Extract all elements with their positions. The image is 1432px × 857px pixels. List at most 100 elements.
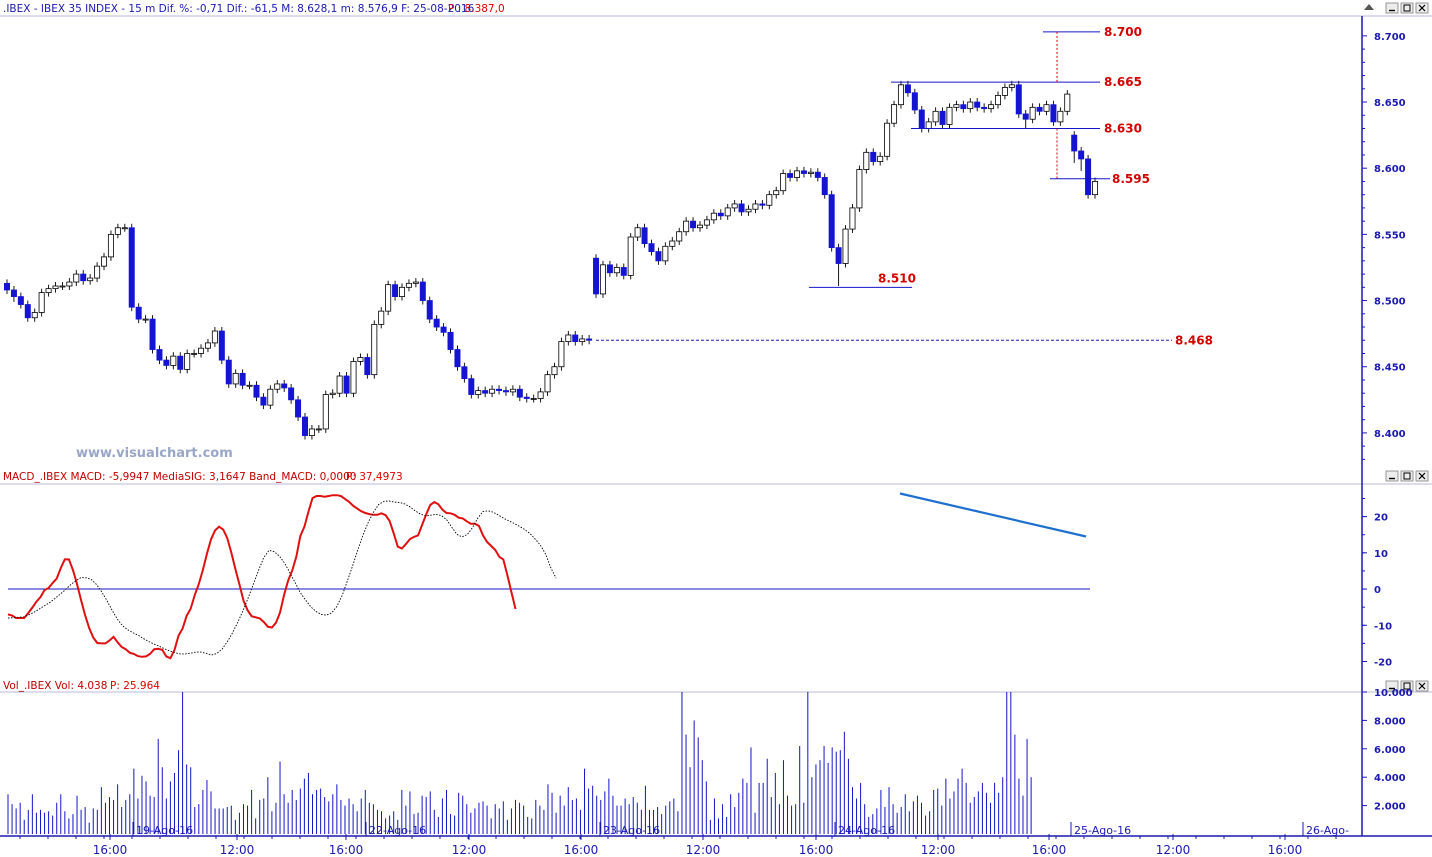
macd-tick-label: -20 — [1374, 658, 1392, 669]
maximize-button-frame[interactable] — [1400, 470, 1414, 482]
minimize-button-frame[interactable] — [1385, 680, 1399, 692]
candle-body — [73, 273, 80, 283]
minimize-button[interactable] — [1385, 2, 1399, 14]
candle-body — [967, 101, 974, 110]
candle-body — [870, 151, 877, 162]
date-label: 26-Ago- — [1306, 824, 1349, 837]
candle-body — [405, 282, 412, 288]
candle-body — [814, 171, 821, 178]
minimize-button[interactable] — [1385, 470, 1399, 482]
candle-body — [731, 203, 738, 209]
level-label: 8.665 — [1104, 75, 1142, 89]
candle-body — [620, 267, 627, 276]
maximize-button[interactable] — [1400, 470, 1414, 482]
time-label: 12:00 — [1156, 843, 1191, 857]
candle-body — [288, 387, 295, 401]
close-button[interactable] — [1415, 2, 1429, 14]
axis-ticks: 8.700 8.650 8.600 8.550 8.500 8.450 8.400 20 10 0… — [0, 16, 1432, 837]
candle-body — [315, 428, 322, 431]
candle-body — [66, 281, 73, 287]
candle-body — [821, 177, 828, 196]
panel-header-strip — [0, 678, 1432, 692]
maximize-button-frame[interactable] — [1400, 2, 1414, 14]
candle-body — [891, 104, 898, 124]
candle-body — [1057, 110, 1064, 123]
candle-body — [676, 231, 683, 242]
candle-body — [787, 173, 794, 178]
candle-body — [579, 338, 586, 342]
candle-body — [1008, 84, 1015, 88]
candle-body — [343, 375, 350, 394]
time-label: 12:00 — [921, 843, 956, 857]
candle-body — [697, 224, 704, 229]
candle-body — [295, 399, 302, 418]
candle-body — [87, 277, 94, 282]
candle-body — [308, 428, 315, 436]
macd-tick-label: 0 — [1374, 585, 1381, 596]
candle-body — [509, 388, 516, 393]
macd-line — [7, 494, 517, 660]
scroll-up-icon[interactable] — [1364, 4, 1374, 10]
candle-body — [717, 212, 724, 217]
candle-body — [641, 227, 648, 245]
macd-header: MACD_.IBEX MACD: -5,9947 MediaSIG: 3,164… — [3, 471, 356, 483]
candle-body — [690, 220, 697, 229]
candle-body — [461, 366, 468, 380]
candle-body — [204, 342, 211, 349]
time-label: 12:00 — [452, 843, 487, 857]
candle-body — [606, 264, 613, 274]
candle-body — [724, 207, 731, 217]
candle-body — [80, 273, 87, 282]
close-icon — [1418, 4, 1426, 12]
candle-body — [31, 312, 38, 319]
candle-body — [627, 236, 634, 276]
volume-tick-label: 2.000 — [1374, 802, 1406, 813]
watermark: www.visualchart.com — [76, 446, 233, 461]
close-icon — [1418, 472, 1426, 480]
candle-body — [1092, 181, 1099, 196]
candle-body — [364, 357, 371, 376]
price-tick-label: 8.500 — [1374, 297, 1406, 308]
maximize-button[interactable] — [1400, 2, 1414, 14]
price-header-p: P : 8.387,0 — [448, 3, 505, 15]
candle-body — [399, 286, 406, 297]
volume-tick-label: 4.000 — [1374, 773, 1406, 784]
candle-body — [863, 151, 870, 170]
date-label: 23-Ago-16 — [603, 824, 660, 837]
minimize-button[interactable] — [1385, 680, 1399, 692]
candle-body — [613, 267, 620, 274]
candle-body — [918, 109, 925, 129]
maximize-button[interactable] — [1400, 680, 1414, 692]
candle-body — [225, 359, 232, 385]
candle-body — [419, 281, 426, 301]
minimize-button-frame[interactable] — [1385, 2, 1399, 14]
price-tick-label: 8.600 — [1374, 164, 1406, 175]
time-label: 16:00 — [799, 843, 834, 857]
price-tick-label: 8.700 — [1374, 32, 1406, 43]
minimize-button-frame[interactable] — [1385, 470, 1399, 482]
candle-body — [800, 170, 807, 174]
candle-body — [496, 388, 503, 391]
candle-body — [669, 240, 676, 247]
volume-header-p: P: 25.964 — [110, 680, 160, 692]
time-label: 12:00 — [220, 843, 255, 857]
close-icon — [1418, 682, 1426, 690]
maximize-button-frame[interactable] — [1400, 680, 1414, 692]
candle-body — [849, 207, 856, 230]
price-tick-label: 8.650 — [1374, 98, 1406, 109]
candle-body — [593, 257, 600, 295]
candle-body — [502, 390, 509, 393]
volume-tick-label: 10.000 — [1374, 688, 1413, 699]
candle-body — [45, 288, 52, 294]
candle-body — [551, 366, 558, 376]
candle-body — [634, 227, 641, 238]
candle-body — [807, 171, 814, 174]
candle-body — [842, 228, 849, 264]
price-header: .IBEX - IBEX 35 INDEX - 15 m Dif. %: -0,… — [3, 3, 475, 15]
candle-body — [107, 233, 114, 258]
close-button[interactable] — [1415, 680, 1429, 692]
price-panel — [4, 80, 1099, 440]
candle-body — [433, 318, 440, 328]
close-button[interactable] — [1415, 470, 1429, 482]
price-tick-label: 8.550 — [1374, 230, 1406, 241]
